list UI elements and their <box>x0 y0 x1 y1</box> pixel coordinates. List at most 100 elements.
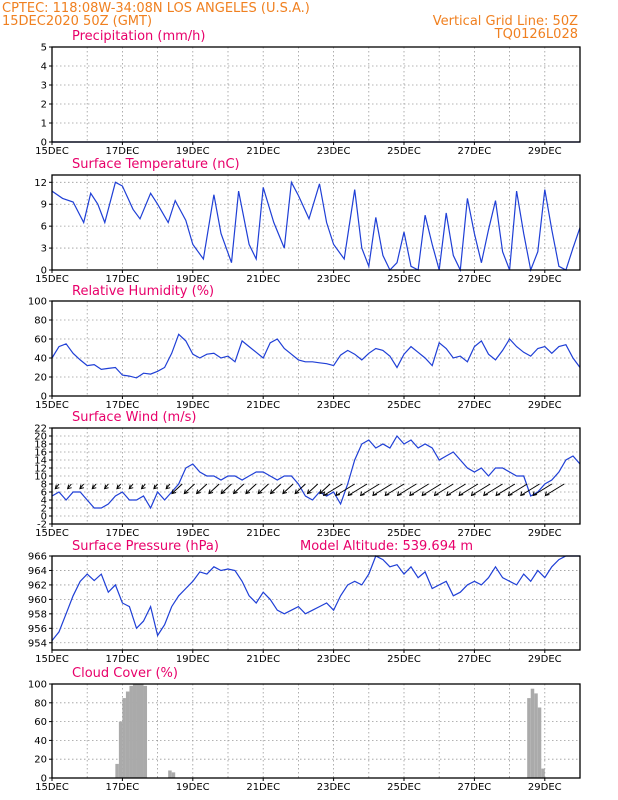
x-tick-label: 23DEC <box>317 528 351 539</box>
x-tick-label: 23DEC <box>317 654 351 665</box>
wind-arrow-head <box>171 489 177 495</box>
cloud-bar <box>168 770 172 778</box>
wind-arrow <box>270 483 282 494</box>
y-tick-label: 22 <box>34 424 47 435</box>
y-tick-label: 956 <box>28 624 47 635</box>
x-tick-label: 27DEC <box>458 400 492 411</box>
x-tick-label: 15DEC <box>35 274 69 285</box>
y-tick-label: 958 <box>28 609 47 620</box>
wind-arrow <box>520 483 540 496</box>
wind-arrow-head <box>483 491 488 497</box>
x-tick-label: 27DEC <box>458 528 492 539</box>
wind-arrow <box>532 483 553 496</box>
wind-arrow-head <box>532 491 538 497</box>
wind-arrow <box>421 483 442 496</box>
wind-arrow-head <box>183 489 189 495</box>
wind-arrow <box>319 483 331 494</box>
x-tick-label: 21DEC <box>246 146 280 157</box>
wind-arrow <box>409 483 429 496</box>
x-tick-label: 21DEC <box>246 782 280 793</box>
wind-arrow-head <box>153 484 158 490</box>
wind-arrow-head <box>195 489 201 495</box>
wind-arrow-head <box>347 491 353 497</box>
wind-arrow-head <box>245 489 251 495</box>
wind-arrow <box>360 483 380 496</box>
wind-arrow-head <box>116 484 122 490</box>
wind-arrow <box>348 483 368 496</box>
y-tick-label: 14 <box>34 456 47 467</box>
y-tick-label: 2 <box>41 100 47 111</box>
y-tick-label: 80 <box>34 698 47 709</box>
wind-arrow-head <box>165 484 171 490</box>
wind-arrow <box>495 483 516 496</box>
y-tick-label: 12 <box>34 464 47 475</box>
wind-arrow-head <box>319 489 324 495</box>
wind-arrow <box>245 483 257 494</box>
wind-arrow-head <box>306 489 312 495</box>
wind-arrow <box>257 483 269 494</box>
panel-4: 954 956 958 960 962 964 966 15DEC 17DEC 19DEC 21DE… <box>28 539 581 665</box>
wind-arrow <box>446 483 466 496</box>
wind-arrow <box>384 483 405 496</box>
wind-arrow-head <box>232 489 238 495</box>
x-tick-label: 15DEC <box>35 400 69 411</box>
x-tick-label: 19DEC <box>176 400 210 411</box>
wind-arrow <box>233 483 245 494</box>
x-tick-label: 17DEC <box>106 654 140 665</box>
cloud-bar <box>125 691 130 778</box>
panel-title: Relative Humidity (%) <box>72 284 214 299</box>
y-tick-label: 10 <box>34 472 47 483</box>
x-tick-label: 19DEC <box>176 528 210 539</box>
wind-arrow-head <box>79 484 85 490</box>
y-tick-label: 5 <box>41 43 47 54</box>
cloud-bar <box>541 768 545 778</box>
wind-arrow <box>471 483 491 496</box>
y-tick-label: 6 <box>41 222 47 233</box>
series-line <box>51 555 580 641</box>
y-tick-label: 0 <box>41 138 47 149</box>
cloud-bar <box>136 684 140 778</box>
y-tick-label: 2 <box>41 504 47 515</box>
panel-frame <box>51 174 581 271</box>
wind-arrow-head <box>421 491 427 497</box>
x-tick-label: 15DEC <box>35 782 69 793</box>
cloud-bar <box>530 688 535 778</box>
header-grid-note: Vertical Grid Line: 50Z <box>433 14 578 29</box>
cloud-bar <box>534 693 538 778</box>
y-tick-label: -2 <box>37 520 47 531</box>
wind-arrow-head <box>433 491 439 497</box>
wind-arrow-head <box>384 491 390 497</box>
x-tick-label: 29DEC <box>528 146 562 157</box>
cloud-bar <box>122 698 126 778</box>
wind-arrow <box>294 483 306 494</box>
panel-frame <box>51 683 581 779</box>
x-tick-label: 23DEC <box>317 146 351 157</box>
panel-5: 0 20 40 60 80 100 15DEC 17DEC 19DEC 21DEC 23DEC 25D… <box>28 666 581 793</box>
header: CPTEC: 118:08W-34:08N LOS ANGELES (U.S.A… <box>2 1 578 42</box>
wind-arrow-head <box>257 489 263 495</box>
wind-arrow <box>183 483 195 494</box>
x-tick-label: 19DEC <box>176 654 210 665</box>
y-tick-label: 100 <box>28 297 47 308</box>
panel-1: 0 3 6 9 12 15DEC 17DEC 19DEC 21DEC 23DEC 25DEC 27DE… <box>34 157 581 285</box>
x-tick-label: 17DEC <box>106 274 140 285</box>
cloud-bar <box>527 698 531 778</box>
wind-arrow-head <box>91 484 97 490</box>
y-tick-label: 4 <box>41 496 47 507</box>
wind-arrow <box>208 483 220 494</box>
x-tick-label: 17DEC <box>106 528 140 539</box>
wind-arrow <box>335 483 355 496</box>
wind-arrow-head <box>66 484 72 490</box>
y-tick-label: 40 <box>34 354 47 365</box>
x-tick-label: 29DEC <box>528 654 562 665</box>
wind-arrow-head <box>54 484 60 490</box>
cloud-bar <box>171 772 176 778</box>
cloud-bar <box>537 707 542 778</box>
y-tick-label: 20 <box>34 755 47 766</box>
wind-arrow-head <box>409 491 415 497</box>
y-tick-label: 0 <box>41 774 47 785</box>
wind-arrow-head <box>140 484 146 490</box>
wind-arrow-head <box>128 484 134 490</box>
